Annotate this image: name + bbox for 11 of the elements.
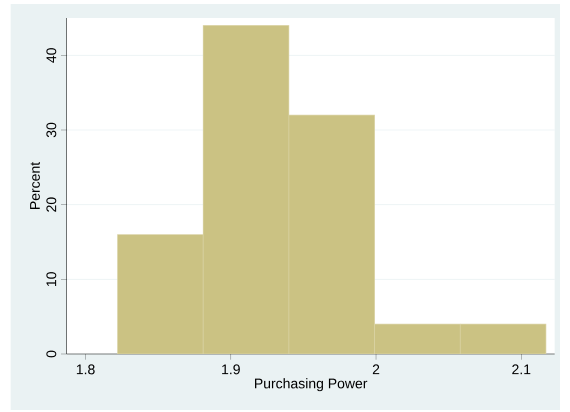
x-tick-label: 2: [372, 364, 380, 374]
y-tick-label: 40: [46, 48, 56, 63]
x-tick-label: 1.8: [76, 364, 95, 374]
x-tick-label: 2.1: [512, 364, 530, 374]
y-tick-label: 30: [46, 122, 56, 138]
x-axis-title: Purchasing Power: [255, 378, 368, 392]
x-tick-label: 1.9: [222, 364, 240, 374]
y-tick-label: 20: [46, 197, 56, 212]
y-tick-label: 10: [46, 272, 56, 286]
y-tick-label: 0: [46, 350, 56, 358]
y-axis-title: Percent: [30, 162, 40, 209]
